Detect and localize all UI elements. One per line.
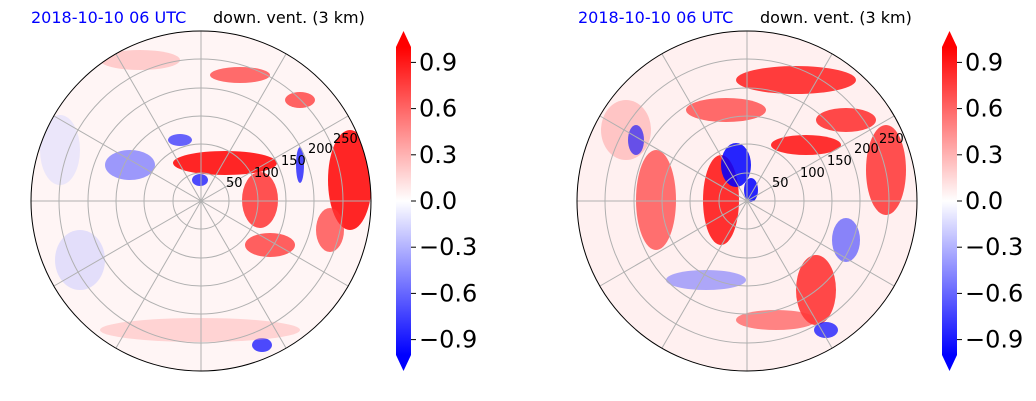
field-blob <box>40 115 80 185</box>
colorbar-tick-label: −0.3 <box>965 233 1023 261</box>
colorbar-tick-label: 0.0 <box>419 187 457 215</box>
radial-tick-label: 200 <box>308 142 333 157</box>
azimuth-line <box>661 53 833 349</box>
field-blob <box>100 318 300 342</box>
field-blob <box>210 67 270 83</box>
colorbar-extend-min <box>942 355 957 371</box>
colorbar-tick-label: −0.6 <box>965 279 1023 307</box>
chart-svg-2: 2018-10-10 06 UTC down. vent. (3 km) <box>576 8 1023 372</box>
field-blob <box>242 172 278 228</box>
panel-title-right: down. vent. (3 km) <box>760 8 912 27</box>
polar-disc: 50 100 150 200 250 <box>576 30 918 372</box>
field-blob <box>105 150 155 180</box>
colorbar: −0.9 −0.6 −0.3 0.0 0.3 0.6 0.9 <box>942 31 1023 371</box>
polar-grid <box>577 31 917 371</box>
radial-tick-labels: 50 100 150 200 250 <box>772 132 904 191</box>
azimuth-line <box>115 53 287 349</box>
field-blob <box>601 100 651 160</box>
colorbar-extend-max <box>396 31 411 47</box>
field-blob <box>245 233 295 257</box>
colorbar-tick-label: −0.3 <box>419 233 477 261</box>
field-blob <box>168 134 192 146</box>
colorbar-tick-label: 0.9 <box>965 48 1003 76</box>
panel-title-left: 2018-10-10 06 UTC <box>31 8 186 27</box>
field-blob <box>721 143 751 187</box>
field-blob <box>100 50 180 70</box>
field-blob <box>736 310 816 330</box>
chart-panel-1: 2018-10-10 06 UTC down. vent. (3 km) <box>30 8 477 372</box>
field-blob <box>832 218 860 262</box>
radial-tick-label: 50 <box>772 176 789 191</box>
field-blob <box>328 130 371 230</box>
colorbar-tick-label: 0.3 <box>965 141 1003 169</box>
radial-tick-label: 50 <box>226 176 243 191</box>
radial-tick-label: 150 <box>281 154 306 169</box>
colorbar-body <box>396 47 411 355</box>
colorbar-ticks: −0.9 −0.6 −0.3 0.0 0.3 0.6 0.9 <box>957 48 1023 354</box>
field-blob <box>173 151 277 175</box>
colorbar-tick-label: −0.6 <box>419 279 477 307</box>
colorbar-tick-label: 0.3 <box>419 141 457 169</box>
field-blobs <box>40 50 371 352</box>
field-blob <box>192 174 208 186</box>
field-blob <box>816 108 876 132</box>
field-blob <box>666 270 746 290</box>
field-blob <box>736 66 856 94</box>
polar-disc: 50 100 150 200 250 <box>30 30 372 372</box>
field-blob <box>814 322 838 338</box>
radial-tick-labels: 50 100 150 200 250 <box>226 132 358 191</box>
chart-panel-2: 2018-10-10 06 UTC down. vent. (3 km) <box>546 0 1036 401</box>
colorbar: −0.9 −0.6 −0.3 0.0 0.3 0.6 0.9 <box>396 31 477 371</box>
field-blob <box>771 135 841 155</box>
radial-tick-label: 200 <box>854 142 879 157</box>
colorbar-tick-label: 0.6 <box>965 95 1003 123</box>
colorbar-tick-label: −0.9 <box>965 326 1023 354</box>
field-blob <box>285 92 315 108</box>
radial-tick-label: 250 <box>333 132 358 147</box>
colorbar-ticks: −0.9 −0.6 −0.3 0.0 0.3 0.6 0.9 <box>411 48 477 354</box>
disc-outline <box>30 30 372 372</box>
radial-tick-label: 100 <box>800 166 825 181</box>
colorbar-extend-max <box>942 31 957 47</box>
colorbar-tick-label: 0.0 <box>965 187 1003 215</box>
disc-outline <box>576 30 918 372</box>
field-blob <box>252 338 272 352</box>
field-blob <box>55 230 105 290</box>
colorbar-tick-label: −0.9 <box>419 326 477 354</box>
field-blobs <box>601 66 906 338</box>
radial-tick-label: 150 <box>827 154 852 169</box>
radial-tick-label: 100 <box>254 166 279 181</box>
polar-grid <box>31 31 371 371</box>
radial-tick-label: 250 <box>879 132 904 147</box>
chart-svg-1: 2018-10-10 06 UTC down. vent. (3 km) <box>30 8 477 372</box>
panel-title-left: 2018-10-10 06 UTC <box>578 8 733 27</box>
field-blob <box>628 125 644 155</box>
colorbar-tick-label: 0.6 <box>419 95 457 123</box>
field-blob <box>296 147 304 183</box>
panel-title-right: down. vent. (3 km) <box>213 8 365 27</box>
colorbar-tick-label: 0.9 <box>419 48 457 76</box>
colorbar-body <box>942 47 957 355</box>
colorbar-extend-min <box>396 355 411 371</box>
